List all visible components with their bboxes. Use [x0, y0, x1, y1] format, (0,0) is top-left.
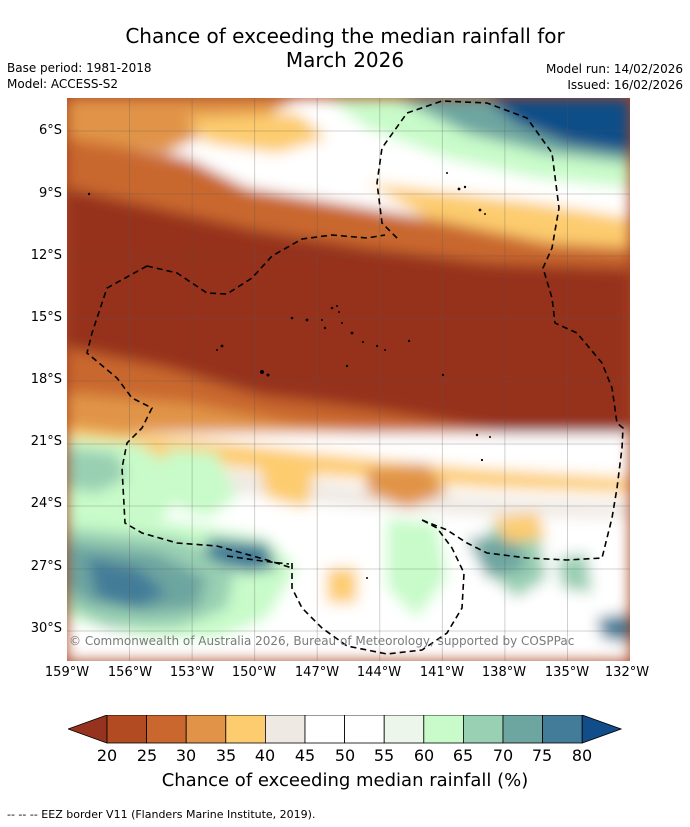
colorbar-band: [502, 715, 543, 744]
colorbar-tick-label: 75: [531, 746, 553, 765]
lat-tick-label: 9°S: [38, 186, 62, 201]
colorbar-band: [264, 715, 306, 744]
islands: [87, 172, 491, 579]
lat-tick-label: 18°S: [30, 372, 62, 387]
lat-tick-label: 30°S: [30, 621, 62, 636]
colorbar-band: [225, 715, 266, 744]
rainfall-map: [67, 98, 630, 661]
lon-tick-label: 144°W: [356, 665, 402, 680]
lon-tick-label: 141°W: [419, 665, 465, 680]
lon-tick-label: 135°W: [544, 665, 590, 680]
lat-tick-label: 21°S: [30, 434, 62, 449]
colorbar-low-arrow: [68, 715, 108, 744]
chart-title-line1: Chance of exceeding the median rainfall …: [125, 24, 565, 48]
issued-date: Issued: 16/02/2026: [567, 78, 683, 92]
lon-tick-label: 159°W: [44, 665, 90, 680]
colorbar-tick-label: 50: [334, 746, 356, 765]
colorbar-band: [344, 715, 385, 744]
colorbar-band: [146, 715, 187, 744]
colorbar-tick-label: 20: [96, 746, 118, 765]
colorbar-tick-label: 30: [175, 746, 197, 765]
colorbar-tick-label: 40: [254, 746, 276, 765]
eez-borders: [86, 100, 624, 655]
colorbar-band: [383, 715, 425, 744]
lat-tick-label: 15°S: [30, 310, 62, 325]
meta-left: Base period: 1981-2018 Model: ACCESS-S2: [7, 60, 152, 92]
rain-field: [67, 98, 630, 661]
colorbar-band: [423, 715, 464, 744]
model-run: Model run: 14/02/2026: [545, 62, 683, 76]
colorbar-band: [185, 715, 227, 744]
colorbar-high-arrow: [581, 715, 622, 744]
colorbar: [68, 715, 622, 744]
lon-tick-label: 147°W: [294, 665, 340, 680]
colorbar-band: [462, 715, 504, 744]
colorbar-tick-label: 35: [215, 746, 237, 765]
model-name: Model: ACCESS-S2: [7, 77, 119, 91]
lat-tick-label: 6°S: [38, 123, 62, 138]
colorbar-tick-label: 60: [413, 746, 435, 765]
colorbar-tick-label: 65: [452, 746, 474, 765]
lat-tick-label: 12°S: [30, 248, 62, 263]
colorbar-tick-label: 55: [373, 746, 395, 765]
lat-tick-label: 24°S: [30, 496, 62, 511]
colorbar-tick-label: 70: [492, 746, 514, 765]
base-period: Base period: 1981-2018: [7, 61, 152, 75]
colorbar-band: [106, 715, 147, 744]
copyright-notice: © Commonwealth of Australia 2026, Bureau…: [69, 634, 575, 648]
colorbar-band: [542, 715, 583, 744]
meta-right: Model run: 14/02/2026 Issued: 16/02/2026: [546, 61, 683, 93]
lat-tick-label: 27°S: [30, 559, 62, 574]
lon-tick-label: 156°W: [107, 665, 153, 680]
colorbar-tick-label: 45: [294, 746, 316, 765]
colorbar-title: Chance of exceeding median rainfall (%): [161, 770, 529, 791]
colorbar-tick-label: 25: [136, 746, 158, 765]
lon-tick-label: 153°W: [169, 665, 215, 680]
eez-footnote: -- -- -- EEZ border V11 (Flanders Marine…: [7, 808, 316, 821]
lon-tick-label: 150°W: [231, 665, 277, 680]
graticule: [67, 98, 630, 661]
colorbar-tick-label: 80: [571, 746, 593, 765]
map-layers: [67, 98, 630, 661]
lon-tick-label: 138°W: [481, 665, 527, 680]
lon-tick-label: 132°W: [604, 665, 650, 680]
chart-title-line2: March 2026: [285, 48, 405, 72]
colorbar-band: [304, 715, 345, 744]
